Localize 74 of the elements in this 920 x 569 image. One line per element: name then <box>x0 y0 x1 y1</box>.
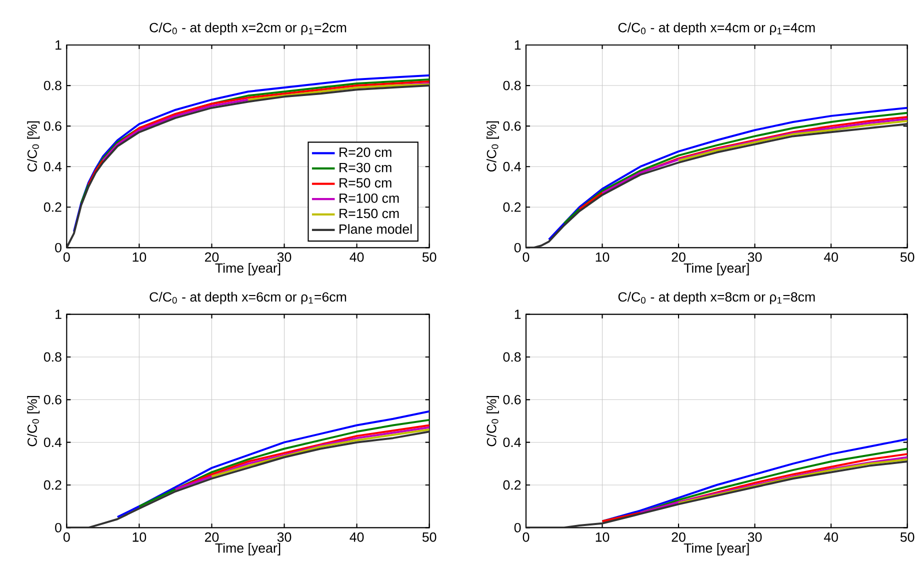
y-tick-label: 0.6 <box>503 394 521 404</box>
chart-title: C/C$_{0}$ - at depth x=6cm or ρ$_{1}$=6cm <box>150 292 346 304</box>
y-tick-label: 0.6 <box>503 121 521 131</box>
x-tick-label: 10 <box>596 252 610 262</box>
line-series <box>678 458 908 504</box>
y-axis-title: C/C$_{0}$ [%] <box>486 121 499 172</box>
line-series <box>66 84 430 248</box>
x-tick-label: 30 <box>748 532 762 542</box>
x-tick-label: 30 <box>277 252 292 262</box>
y-axis-title: C/C$_{0}$ [%] <box>27 396 40 446</box>
x-tick-label: 30 <box>277 532 292 542</box>
x-tick-label: 10 <box>596 532 610 542</box>
x-tick-label: 20 <box>672 252 686 262</box>
x-tick-label: 30 <box>748 252 762 262</box>
y-tick-label: 0.4 <box>44 438 62 448</box>
y-tick-label: 0.8 <box>44 352 62 362</box>
x-tick-label: 0 <box>522 252 530 262</box>
x-tick-label: 40 <box>350 532 364 542</box>
x-tick-label: 0 <box>522 532 530 542</box>
y-tick-label: 0.4 <box>503 438 521 448</box>
x-tick-label: 40 <box>350 252 364 262</box>
x-tick-label: 20 <box>672 532 686 542</box>
y-tick-label: 0.4 <box>503 162 521 172</box>
y-tick-label: 1 <box>56 40 62 50</box>
y-tick-label: 0.8 <box>503 352 521 362</box>
x-axis-title: Time [year] <box>215 542 280 556</box>
y-tick-label: 0 <box>55 242 62 252</box>
x-tick-label: 50 <box>422 252 436 262</box>
x-tick-label: 0 <box>63 252 70 262</box>
y-tick-label: 0.2 <box>503 202 521 212</box>
x-axis-title: Time [year] <box>215 262 280 276</box>
y-tick-label: 0.8 <box>44 80 62 90</box>
chart-title: C/C$_{0}$ - at depth x=4cm or ρ$_{1}$=4cm <box>618 22 815 35</box>
y-tick-label: 0.8 <box>503 80 521 90</box>
y-tick-label: 0.2 <box>44 480 62 490</box>
x-tick-label: 40 <box>824 532 838 542</box>
x-tick-label: 50 <box>422 532 436 542</box>
x-tick-label: 40 <box>824 252 838 262</box>
line-series <box>563 112 908 224</box>
x-axis-title: Time [year] <box>684 262 749 276</box>
line-series <box>247 84 430 101</box>
x-tick-label: 10 <box>132 252 146 262</box>
line-series <box>116 410 430 518</box>
x-tick-label: 10 <box>132 532 146 542</box>
y-tick-label: 1 <box>514 310 521 319</box>
y-tick-label: 1 <box>514 40 521 50</box>
y-tick-label: 0.2 <box>44 202 62 212</box>
chart-title: C/C$_{0}$ - at depth x=8cm or ρ$_{1}$=8cm <box>618 292 815 304</box>
x-tick-label: 20 <box>204 532 219 542</box>
legend-label: R=20 cm <box>340 148 392 157</box>
line-series <box>138 418 430 508</box>
y-axis-title: C/C$_{0}$ [%] <box>486 396 499 446</box>
y-tick-label: 0.6 <box>44 121 62 131</box>
legend-label: R=100 cm <box>340 193 399 203</box>
legend-label: R=150 cm <box>340 208 399 218</box>
y-tick-label: 0 <box>55 522 62 532</box>
x-tick-label: 50 <box>900 532 914 542</box>
y-tick-label: 1 <box>56 310 62 319</box>
y-tick-label: 0 <box>514 242 521 252</box>
y-tick-label: 0 <box>514 522 521 532</box>
y-tick-label: 0.4 <box>44 162 62 172</box>
legend-label: Plane model <box>340 224 412 234</box>
legend-label: R=50 cm <box>340 178 392 188</box>
legend-label: R=30 cm <box>340 162 392 172</box>
y-tick-label: 0.6 <box>44 394 62 404</box>
y-tick-label: 0.2 <box>503 480 521 490</box>
y-axis-title: C/C$_{0}$ [%] <box>27 121 40 172</box>
x-tick-label: 20 <box>204 252 219 262</box>
x-tick-label: 50 <box>900 252 914 262</box>
line-series <box>601 118 908 194</box>
line-series <box>210 428 430 478</box>
chart-title: C/C$_{0}$ - at depth x=2cm or ρ$_{1}$=2cm <box>150 22 346 35</box>
x-axis-title: Time [year] <box>684 542 749 556</box>
x-tick-label: 0 <box>63 532 70 542</box>
